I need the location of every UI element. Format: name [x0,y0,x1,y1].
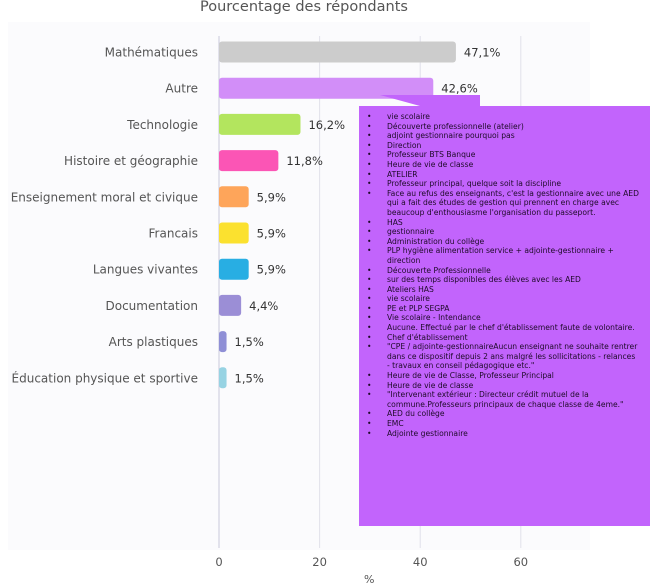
category-label: Éducation physique et sportive [12,370,198,385]
tooltip-item: Direction [367,141,640,151]
tooltip-item: Découverte Professionnelle [367,266,640,276]
bar [219,150,279,172]
category-label: Autre [165,82,198,96]
bar-value-label: 5,9% [257,227,286,241]
bar-value-label: 4,4% [249,299,278,313]
x-axis-label: % [364,573,375,586]
bar [219,113,301,135]
tooltip-item: Heure de vie de Classe, Professeur Princ… [367,371,640,381]
tooltip-item: Professeur principal, quelque soit la di… [367,179,640,189]
category-label: Enseignement moral et civique [11,190,198,204]
tooltip-item: Adjointe gestionnaire [367,429,640,439]
bar [219,294,242,316]
bar-value-label: 47,1% [464,46,501,60]
tooltip-item: Chef d'établissement [367,333,640,343]
bar [219,258,249,280]
tooltip-pointer [380,95,480,106]
x-tick-label: 60 [513,555,528,569]
tooltip-item: "Intervenant extérieur : Directeur crédi… [367,390,640,409]
tooltip-list: vie scolaireDécouverte professionnelle (… [359,106,650,438]
tooltip-box: vie scolaireDécouverte professionnelle (… [359,106,650,526]
bar-value-label: 5,9% [257,263,286,277]
tooltip-item: adjoint gestionnaire pourquoi pas [367,131,640,141]
tooltip-item: sur des temps disponibles des élèves ave… [367,275,640,285]
bar-value-label: 5,9% [257,190,286,204]
tooltip-item: Heure de vie de classe [367,160,640,170]
tooltip-item: Aucune. Effectué par le chef d'établisse… [367,323,640,333]
tooltip-item: Vie scolaire - Intendance [367,313,640,323]
chart-title: Pourcentage des répondants [200,0,408,15]
tooltip-item: gestionnaire [367,227,640,237]
bar-value-label: 42,6% [441,82,478,96]
tooltip-item: PLP hygiène alimentation service + adjoi… [367,246,640,265]
x-tick-label: 0 [215,555,222,569]
category-label: Documentation [105,299,198,313]
category-label: Langues vivantes [93,263,198,277]
bar [219,77,434,99]
tooltip-item: "CPE / adjointe-gestionnaireAucun enseig… [367,342,640,371]
tooltip-item: Heure de vie de classe [367,381,640,391]
tooltip-item: AED du collège [367,409,640,419]
tooltip-item: Ateliers HAS [367,285,640,295]
x-tick-label: 40 [413,555,428,569]
category-label: Francais [149,227,198,241]
tooltip-item: Professeur BTS Banque [367,150,640,160]
bar [219,367,227,389]
bar [219,331,227,353]
tooltip-item: Administration du collège [367,237,640,247]
bar [219,186,249,208]
category-label: Technologie [126,118,198,132]
tooltip-item: Face au refus des enseignants, c'est la … [367,189,640,218]
x-tick-label: 20 [312,555,327,569]
bar-value-label: 1,5% [235,335,264,349]
tooltip-item: HAS [367,218,640,228]
bar [219,222,249,244]
tooltip-item: ATELIER [367,170,640,180]
category-label: Histoire et géographie [64,154,198,168]
tooltip-item: EMC [367,419,640,429]
tooltip-item: Découverte professionnelle (atelier) [367,122,640,132]
tooltip-item: vie scolaire [367,294,640,304]
bar-value-label: 1,5% [235,371,264,385]
category-label: Mathématiques [105,46,198,60]
tooltip-item: vie scolaire [367,112,640,122]
bar-value-label: 11,8% [286,154,323,168]
tooltip-item: PE et PLP SEGPA [367,304,640,314]
bar [219,41,456,63]
bar-value-label: 16,2% [308,118,345,132]
category-label: Arts plastiques [109,335,198,349]
